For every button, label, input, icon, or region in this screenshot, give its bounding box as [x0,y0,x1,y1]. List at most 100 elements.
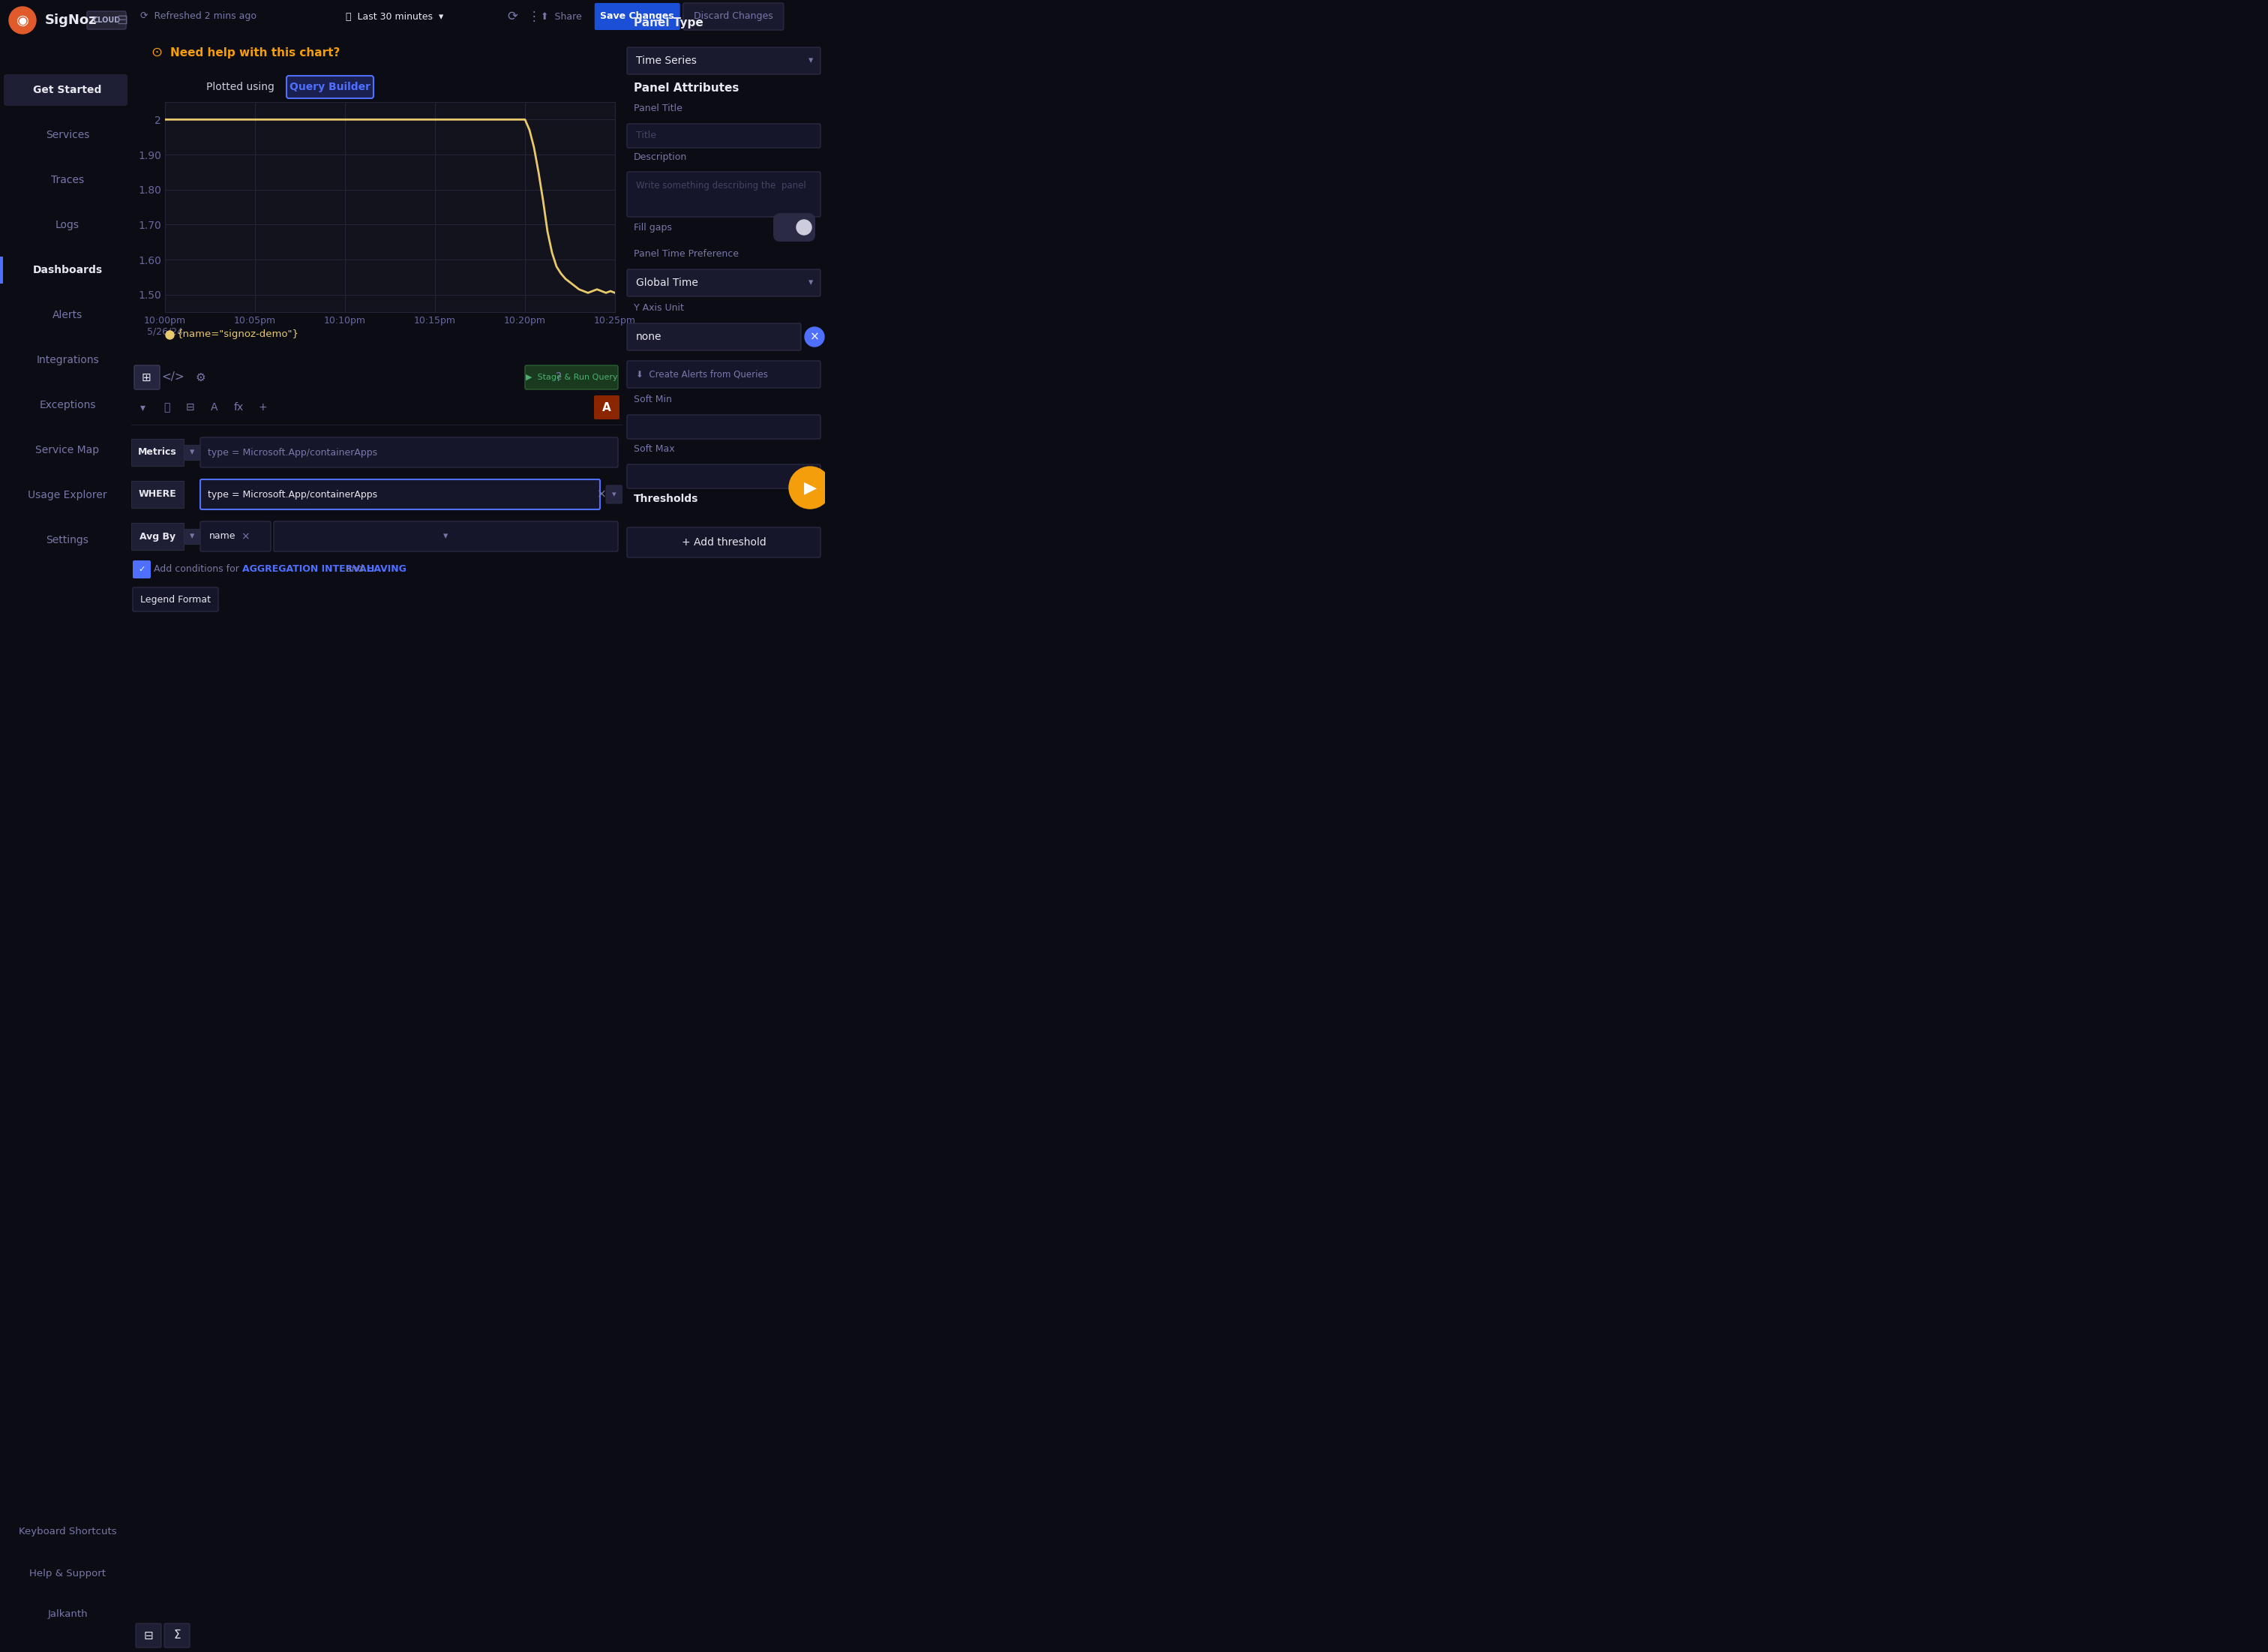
Text: Dashboards: Dashboards [32,264,102,276]
FancyBboxPatch shape [626,172,821,216]
Text: ▾: ▾ [612,491,617,499]
Text: Soft Max: Soft Max [633,444,674,454]
Text: Y Axis Unit: Y Axis Unit [633,304,685,314]
Circle shape [796,220,812,235]
Text: name: name [209,532,236,542]
Text: Discard Changes: Discard Changes [694,12,773,21]
FancyBboxPatch shape [184,444,200,459]
Bar [0,256,2,284]
Text: Title: Title [635,131,655,140]
Text: ⊟: ⊟ [116,13,127,26]
Text: ⊟: ⊟ [143,1631,154,1640]
FancyBboxPatch shape [200,479,601,509]
FancyBboxPatch shape [184,529,200,544]
FancyBboxPatch shape [683,3,782,30]
Text: Service Map: Service Map [36,444,100,456]
Circle shape [789,466,830,509]
FancyBboxPatch shape [134,560,150,578]
Text: ⬇  Create Alerts from Queries: ⬇ Create Alerts from Queries [635,370,769,380]
Text: Panel Time Preference: Panel Time Preference [633,249,739,259]
Text: Usage Explorer: Usage Explorer [27,491,107,501]
Text: ?: ? [556,372,562,383]
Text: WHERE: WHERE [138,489,177,499]
Circle shape [805,327,823,347]
Text: ×: × [810,330,819,342]
Text: {name="signoz-demo"}: {name="signoz-demo"} [177,330,299,339]
FancyBboxPatch shape [86,12,127,30]
FancyBboxPatch shape [200,438,617,468]
FancyBboxPatch shape [132,481,184,507]
Text: Add conditions for: Add conditions for [154,565,243,575]
Text: type = Microsoft.App/containerApps: type = Microsoft.App/containerApps [209,489,376,499]
Text: ▾: ▾ [191,532,195,542]
Text: ⊟: ⊟ [186,401,195,413]
FancyBboxPatch shape [163,1624,191,1647]
Circle shape [9,7,36,33]
Text: ▾: ▾ [141,401,145,413]
Text: Panel Title: Panel Title [633,104,683,114]
Text: ×: × [240,532,249,542]
FancyBboxPatch shape [134,365,159,390]
Text: fx: fx [234,401,243,413]
FancyBboxPatch shape [274,522,617,552]
Text: and: and [342,565,367,575]
Text: Panel Type: Panel Type [633,17,703,28]
Text: Time Series: Time Series [635,56,696,66]
Text: Services: Services [45,131,88,140]
Text: ⚙: ⚙ [195,372,206,383]
Text: HAVING: HAVING [367,565,408,575]
FancyBboxPatch shape [606,486,621,504]
Text: ◉: ◉ [16,13,29,28]
FancyBboxPatch shape [134,588,218,611]
Text: Jalkanth: Jalkanth [48,1609,88,1619]
Text: ▾: ▾ [191,448,195,458]
Text: ×: × [596,489,606,501]
Text: Plotted using: Plotted using [206,83,274,93]
Text: Settings: Settings [45,535,88,545]
Text: Metrics: Metrics [138,448,177,458]
Text: Alerts: Alerts [52,311,82,320]
FancyBboxPatch shape [594,395,619,420]
Text: Avg By: Avg By [138,532,175,542]
Text: 🕐  Last 30 minutes  ▾: 🕐 Last 30 minutes ▾ [347,12,445,21]
FancyBboxPatch shape [773,213,814,241]
Text: ⋮: ⋮ [528,10,540,23]
FancyBboxPatch shape [626,527,821,557]
Text: Panel Attributes: Panel Attributes [633,83,739,94]
Text: Σ: Σ [172,1631,181,1640]
Text: Query Builder: Query Builder [290,83,370,93]
Text: +: + [259,401,268,413]
FancyBboxPatch shape [132,524,184,550]
Text: Traces: Traces [50,175,84,185]
Text: A: A [211,401,218,413]
Text: Keyboard Shortcuts: Keyboard Shortcuts [18,1526,116,1536]
Text: Help & Support: Help & Support [29,1568,107,1578]
Text: ⟳: ⟳ [508,10,517,23]
Text: ⊞: ⊞ [141,372,152,383]
Text: ▾: ▾ [445,532,449,542]
FancyBboxPatch shape [626,464,821,489]
Text: ⊙: ⊙ [152,46,163,59]
Text: ▶  Stage & Run Query: ▶ Stage & Run Query [526,373,617,382]
Text: ▾: ▾ [807,278,812,287]
FancyBboxPatch shape [626,124,821,147]
Text: Global Time: Global Time [635,278,699,287]
Text: Integrations: Integrations [36,355,100,365]
Text: </>: </> [161,372,184,383]
Text: ✓: ✓ [138,565,145,573]
Text: ▾: ▾ [807,56,812,66]
FancyBboxPatch shape [132,439,184,466]
Text: SigNoz: SigNoz [45,13,98,26]
FancyBboxPatch shape [594,3,680,30]
Text: Get Started: Get Started [34,84,102,96]
Text: ⟳  Refreshed 2 mins ago: ⟳ Refreshed 2 mins ago [141,12,256,21]
FancyBboxPatch shape [524,365,617,390]
Text: type = Microsoft.App/containerApps: type = Microsoft.App/containerApps [209,448,376,458]
Text: A: A [603,401,610,413]
Text: AGGREGATION INTERVAL: AGGREGATION INTERVAL [243,565,372,575]
FancyBboxPatch shape [626,360,821,388]
Text: ⬆  Share: ⬆ Share [540,12,583,21]
FancyBboxPatch shape [626,324,801,350]
Text: 👁: 👁 [163,401,170,413]
Text: Write something describing the  panel: Write something describing the panel [635,180,805,190]
